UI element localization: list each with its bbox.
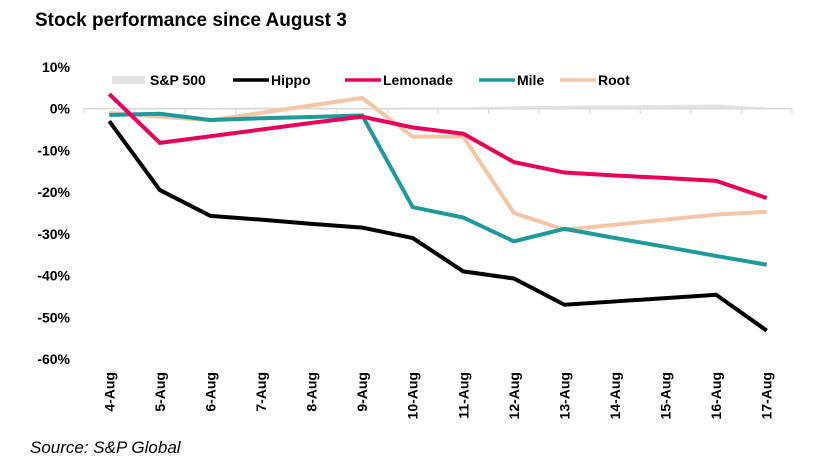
x-tick-label: 7-Aug [253, 372, 269, 412]
y-tick-label: -40% [37, 268, 70, 284]
x-tick-label: 15-Aug [658, 372, 674, 419]
legend-item-mile: Mile [479, 72, 544, 88]
x-tick-label: 4-Aug [101, 372, 117, 412]
y-tick-label: -30% [37, 226, 70, 242]
x-tick-label: 5-Aug [152, 372, 168, 412]
x-tick-label: 11-Aug [455, 372, 471, 419]
legend-label: Mile [517, 72, 544, 88]
legend-item-s-p-500: S&P 500 [112, 72, 206, 88]
legend-label: S&P 500 [150, 72, 206, 88]
x-tick-label: 17-Aug [759, 372, 775, 419]
legend-item-lemonade: Lemonade [345, 72, 453, 88]
legend-label: Root [598, 72, 630, 88]
legend-label: Hippo [271, 72, 311, 88]
x-tick-label: 16-Aug [708, 372, 724, 419]
x-tick-label: 8-Aug [304, 372, 320, 412]
series-line-root [109, 95, 767, 232]
chart-title: Stock performance since August 3 [35, 10, 347, 31]
y-tick-label: -20% [37, 184, 70, 200]
y-tick-label: -50% [37, 309, 70, 325]
y-tick-label: -60% [37, 351, 70, 367]
series-line-mile [109, 111, 768, 267]
series-line-hippo [107, 120, 768, 333]
legend-swatch [112, 76, 145, 84]
x-tick-label: 10-Aug [405, 372, 421, 419]
y-tick-label: 0% [50, 101, 71, 117]
x-tick-label: 9-Aug [354, 372, 370, 412]
legend-item-root: Root [560, 72, 630, 88]
source-note: Source: S&P Global [30, 438, 181, 457]
x-tick-label: 14-Aug [607, 372, 623, 419]
x-tick-label: 12-Aug [506, 372, 522, 419]
series-lines [107, 92, 768, 333]
series-line-lemonade [107, 92, 768, 200]
series-area-s-p-500 [109, 104, 767, 109]
area-layer [109, 104, 767, 109]
legend-label: Lemonade [383, 72, 453, 88]
y-tick-label: -10% [37, 142, 70, 158]
y-axis: 10% 0% -10% -20% -30% -40% -50% -60% [37, 59, 70, 367]
legend-item-hippo: Hippo [233, 72, 311, 88]
legend: S&P 500 Hippo Lemonade Mile Root [112, 72, 630, 88]
x-tick-label: 13-Aug [556, 372, 572, 419]
y-tick-label: 10% [42, 59, 71, 75]
x-axis [83, 107, 793, 114]
x-tick-label: 6-Aug [202, 372, 218, 412]
x-tick-labels: 4-Aug 5-Aug 6-Aug 7-Aug 8-Aug 9-Aug 10-Aug 11-A… [101, 372, 774, 419]
